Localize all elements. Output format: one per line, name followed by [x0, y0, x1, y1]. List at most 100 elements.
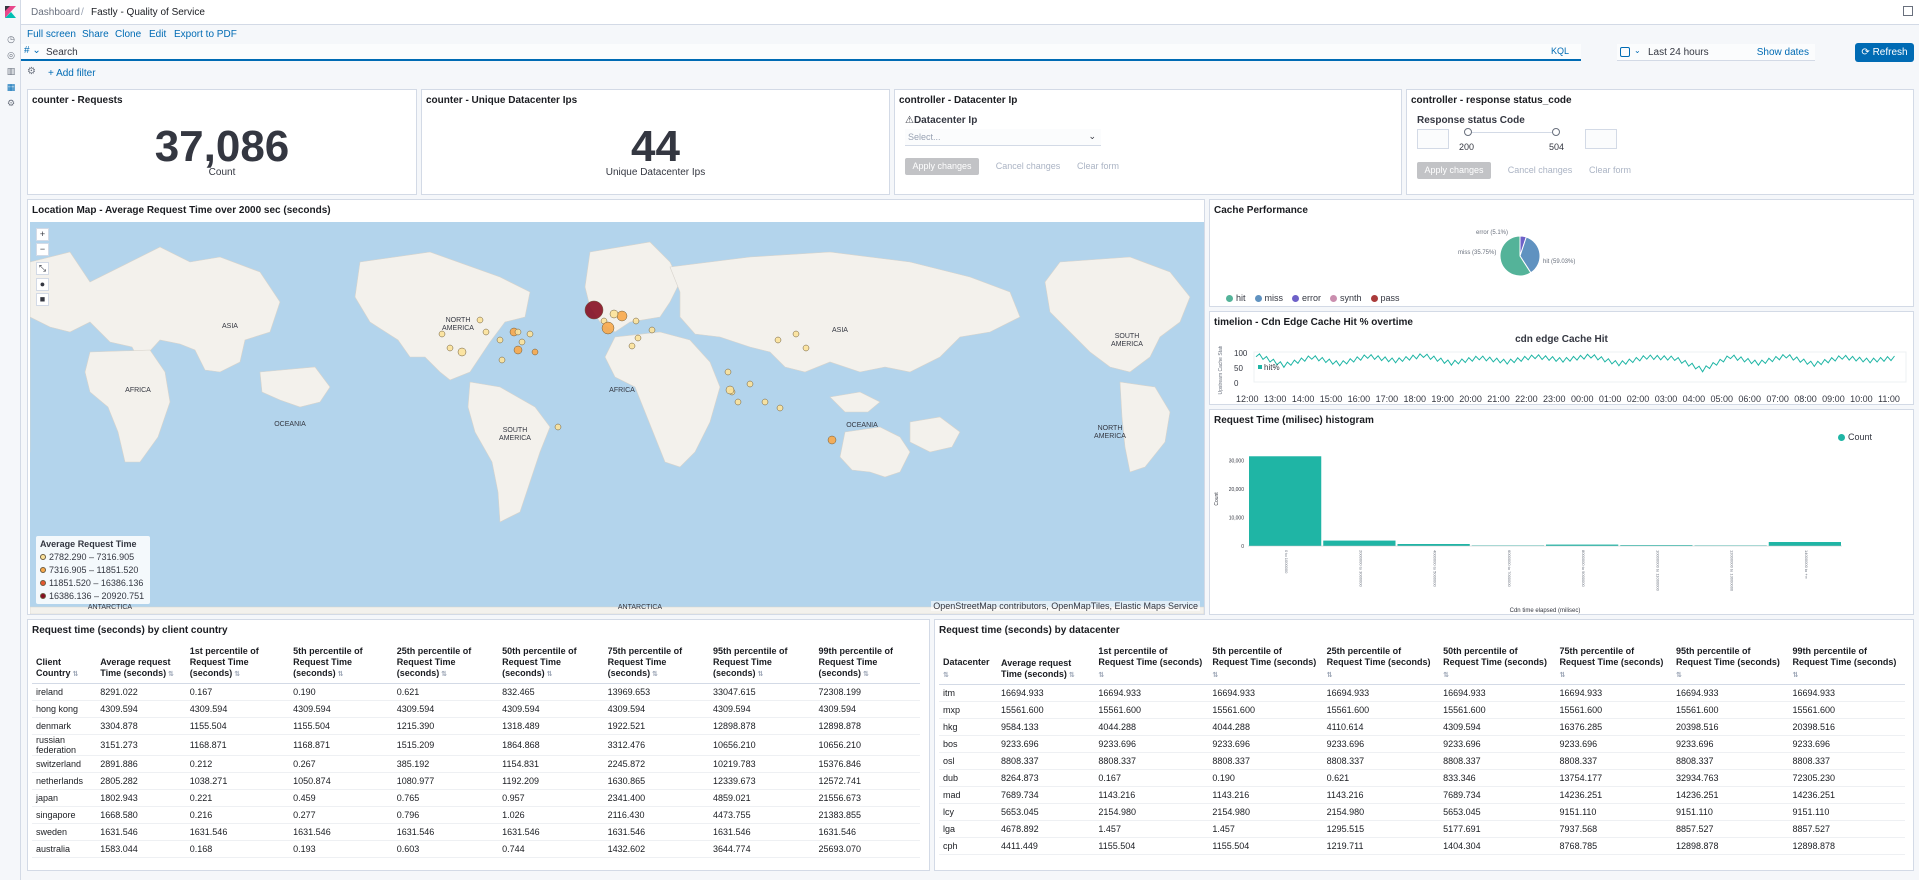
- range-min-input[interactable]: [1417, 129, 1449, 149]
- histogram-legend[interactable]: Count: [1838, 432, 1872, 442]
- legend-item-miss[interactable]: miss: [1254, 293, 1283, 303]
- series-line-hit[interactable]: [1255, 353, 1895, 373]
- column-header[interactable]: 25th percentile of Request Time (seconds…: [1322, 646, 1440, 685]
- kibana-logo-icon[interactable]: [4, 6, 17, 19]
- legend-item-error[interactable]: error: [1292, 293, 1321, 303]
- map-point[interactable]: [476, 316, 484, 324]
- map-point[interactable]: [609, 309, 619, 319]
- discover-icon[interactable]: ◎: [7, 50, 15, 60]
- map-point[interactable]: [734, 398, 742, 406]
- map-point[interactable]: [498, 356, 506, 364]
- sort-icon[interactable]: ⇅: [1066, 672, 1075, 679]
- map-point[interactable]: [802, 344, 810, 352]
- gear-icon[interactable]: ⚙: [6, 98, 16, 108]
- map-point[interactable]: [792, 330, 800, 338]
- legend-item-hit[interactable]: hit: [1226, 293, 1246, 303]
- histogram-bar[interactable]: [1768, 542, 1841, 546]
- column-header[interactable]: 99th percentile of Request Time (seconds…: [814, 646, 920, 684]
- share-link[interactable]: Share: [82, 29, 109, 40]
- map-point[interactable]: [724, 368, 732, 376]
- range-max-handle[interactable]: [1552, 128, 1560, 136]
- map-point[interactable]: [827, 435, 837, 445]
- filter-settings-icon[interactable]: ⚙: [27, 66, 36, 77]
- column-header[interactable]: Average request Time (seconds) ⇅: [96, 646, 186, 684]
- sort-icon[interactable]: ⇅: [755, 671, 764, 678]
- sort-icon[interactable]: ⇅: [70, 671, 79, 678]
- map-point[interactable]: [616, 310, 628, 322]
- zoom-in-button[interactable]: +: [36, 228, 49, 241]
- apply-changes-button[interactable]: Apply changes: [905, 158, 979, 175]
- sort-icon[interactable]: ⇅: [166, 671, 174, 678]
- sort-icon[interactable]: ⇅: [1676, 672, 1682, 679]
- add-filter-link[interactable]: + Add filter: [48, 68, 96, 79]
- map-point[interactable]: [496, 336, 504, 344]
- sort-icon[interactable]: ⇅: [1212, 672, 1219, 679]
- zoom-out-button[interactable]: −: [36, 243, 49, 256]
- legend-item-synth[interactable]: synth: [1330, 293, 1362, 303]
- sort-icon[interactable]: ⇅: [943, 672, 949, 679]
- map-point[interactable]: [513, 345, 523, 355]
- dashboard-icon[interactable]: ▦: [6, 82, 16, 92]
- edit-link[interactable]: Edit: [149, 29, 167, 40]
- draw-rect-icon[interactable]: ■: [36, 293, 49, 306]
- map-point[interactable]: [526, 330, 534, 338]
- range-max-input[interactable]: [1585, 129, 1617, 149]
- query-lang-menu[interactable]: # ⌄: [24, 45, 41, 56]
- map-point[interactable]: [482, 328, 490, 336]
- clock-icon[interactable]: ◷: [7, 34, 15, 44]
- cache-pie-chart[interactable]: error (5.1%) miss (35.75%) hit (59.03%): [1450, 216, 1590, 296]
- draw-point-icon[interactable]: ●: [36, 278, 49, 291]
- export-pdf-link[interactable]: Export to PDF: [174, 29, 237, 40]
- map-point[interactable]: [746, 380, 754, 388]
- column-header[interactable]: 25th percentile of Request Time (seconds…: [392, 646, 499, 684]
- map-point[interactable]: [554, 423, 562, 431]
- column-header[interactable]: Client Country ⇅: [32, 646, 97, 684]
- pie-slice-miss[interactable]: [1519, 236, 1541, 274]
- sort-icon[interactable]: ⇅: [1792, 672, 1799, 679]
- histogram-bar[interactable]: [1323, 540, 1396, 546]
- sort-icon[interactable]: ⇅: [1326, 672, 1333, 679]
- sort-icon[interactable]: ⇅: [544, 671, 553, 678]
- histogram-bar[interactable]: [1620, 545, 1693, 546]
- fullscreen-link[interactable]: Full screen: [27, 29, 76, 40]
- time-range[interactable]: Last 24 hours: [1648, 47, 1709, 58]
- column-header[interactable]: 50th percentile of Request Time (seconds…: [1439, 646, 1556, 685]
- search-input[interactable]: [46, 45, 1246, 59]
- column-header[interactable]: 1st percentile of Request Time (seconds)…: [1094, 646, 1209, 685]
- histogram-bar[interactable]: [1471, 545, 1544, 546]
- map-point[interactable]: [518, 338, 526, 346]
- column-header[interactable]: 99th percentile of Request Time (seconds…: [1788, 646, 1905, 685]
- visualize-icon[interactable]: ▥: [6, 66, 16, 76]
- map-point[interactable]: [725, 385, 735, 395]
- range-min-handle[interactable]: [1464, 128, 1472, 136]
- map-point[interactable]: [761, 398, 769, 406]
- date-picker[interactable]: ⌄ Last 24 hours Show dates: [1617, 44, 1815, 61]
- column-header[interactable]: 95th percentile of Request Time (seconds…: [709, 646, 815, 684]
- clone-link[interactable]: Clone: [115, 29, 142, 40]
- sort-icon[interactable]: ⇅: [1443, 672, 1449, 679]
- map-point[interactable]: [514, 328, 522, 336]
- pie-slice-hit[interactable]: [1499, 235, 1532, 277]
- calendar-icon[interactable]: [1620, 47, 1630, 57]
- column-header[interactable]: 75th percentile of Request Time (seconds…: [603, 646, 710, 684]
- histogram-bar[interactable]: [1694, 545, 1767, 546]
- map-point[interactable]: [628, 342, 636, 350]
- sort-icon[interactable]: ⇅: [1098, 672, 1105, 679]
- sort-icon[interactable]: ⇅: [861, 671, 869, 678]
- sort-icon[interactable]: ⇅: [1559, 672, 1566, 679]
- datacenter-select[interactable]: Select... ⌄: [905, 129, 1101, 146]
- column-header[interactable]: 95th percentile of Request Time (seconds…: [1672, 646, 1789, 685]
- column-header[interactable]: 1st percentile of Request Time (seconds)…: [185, 646, 290, 684]
- refresh-button[interactable]: ⟳ Refresh: [1855, 43, 1914, 62]
- map-point[interactable]: [648, 326, 656, 334]
- histogram-bar[interactable]: [1397, 544, 1470, 546]
- cancel-changes-button[interactable]: Cancel changes: [995, 161, 1061, 171]
- show-dates-link[interactable]: Show dates: [1756, 47, 1809, 58]
- histogram-bar[interactable]: [1249, 456, 1322, 546]
- sort-icon[interactable]: ⇅: [335, 671, 344, 678]
- map-point[interactable]: [634, 334, 642, 342]
- clear-form-button[interactable]: Clear form: [1076, 161, 1119, 171]
- map-point[interactable]: [632, 317, 640, 325]
- cache-hit-line-chart[interactable]: Upstream Cache Status 100 50 0 12:00 13:00 14:…: [1214, 346, 1911, 404]
- column-header[interactable]: 5th percentile of Request Time (seconds)…: [1208, 646, 1323, 685]
